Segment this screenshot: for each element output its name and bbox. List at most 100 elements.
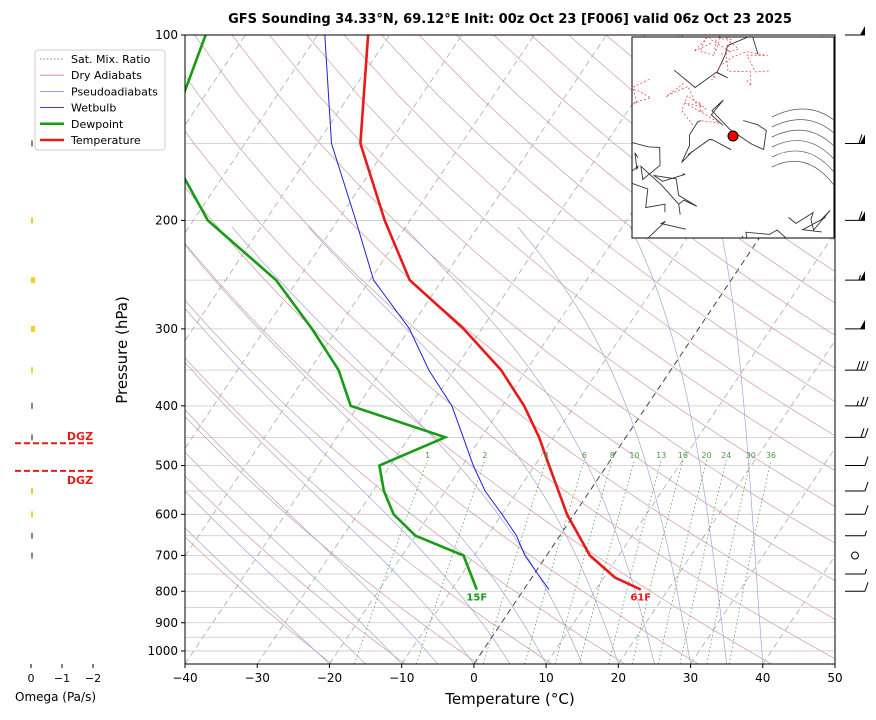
isotherm-line <box>185 35 607 664</box>
barb-pennant <box>860 26 865 35</box>
legend-label: Wetbulb <box>71 102 116 115</box>
y-tick-label: 500 <box>155 459 178 473</box>
wind-barb <box>845 582 869 592</box>
y-tick-label: 400 <box>155 399 178 413</box>
legend: Sat. Mix. Ratio Dry Adiabats Pseudoadiabat… <box>34 49 166 151</box>
surface-dewpoint-label: 15F <box>466 593 487 604</box>
dry-adiabat <box>185 357 552 664</box>
barb-flag <box>864 481 869 492</box>
wind-barb <box>845 211 865 221</box>
barb-flag <box>860 428 865 438</box>
omega-bar <box>31 402 33 409</box>
wind-barb <box>845 428 869 438</box>
omega-bar <box>31 140 33 147</box>
x-axis-label: Temperature (°C) <box>445 690 575 708</box>
barb-flag <box>864 505 869 515</box>
dry-adiabat <box>185 299 626 664</box>
barb-half-flag <box>856 400 859 406</box>
y-tick-label: 1000 <box>147 644 178 658</box>
map-isotherm-line <box>709 37 752 88</box>
mixing-ratio-label: 10 <box>629 451 639 460</box>
omega-bar <box>31 217 33 224</box>
isotherm-line <box>256 35 679 664</box>
omega-bar <box>31 277 35 284</box>
wind-barb <box>845 456 869 467</box>
legend-label: Pseudoadiabats <box>71 85 158 98</box>
barb-half-flag <box>858 274 861 281</box>
mixing-ratio-label: 20 <box>701 451 711 460</box>
legend-box <box>34 49 166 151</box>
wind-barb <box>845 505 869 515</box>
omega-tick-label: −1 <box>54 672 70 685</box>
omega-axis-label: Omega (Pa/s) <box>15 690 97 704</box>
dry-adiabat <box>231 35 835 544</box>
wind-barbs <box>834 26 869 664</box>
map-contour-line <box>771 140 834 160</box>
omega-bar <box>31 434 33 441</box>
dry-adiabat <box>185 74 835 620</box>
x-tick-label: 50 <box>827 671 842 685</box>
dry-adiabat <box>269 35 835 507</box>
pseudoadiabat <box>231 226 583 664</box>
barb-flag <box>864 360 869 371</box>
mixing-ratio-label: 30 <box>746 451 756 460</box>
pseudoadiabat <box>185 244 547 664</box>
mixing-ratio-line <box>728 460 772 664</box>
dgz-label: DGZ <box>67 430 93 443</box>
mixing-ratio-label: 13 <box>656 451 666 460</box>
wind-barb <box>845 319 865 330</box>
wind-barb <box>845 271 865 281</box>
dry-adiabat <box>185 186 772 664</box>
pseudoadiabat <box>517 226 691 664</box>
pseudoadiabat <box>185 451 402 664</box>
chart-title: GFS Sounding 34.33°N, 69.12°E Init: 00z … <box>228 12 792 27</box>
mixing-ratio-label: 8 <box>610 451 615 460</box>
dry-adiabat <box>185 242 699 664</box>
x-tick-label: 40 <box>755 671 770 685</box>
barb-flag <box>860 396 865 406</box>
omega-bar <box>31 552 33 559</box>
map-isotherm-line <box>665 82 720 124</box>
mixing-ratio-label: 4 <box>544 451 549 460</box>
isotherm-line <box>185 35 463 450</box>
pseudoadiabat <box>185 527 330 664</box>
legend-label: Dewpoint <box>71 118 124 131</box>
barb-half-flag <box>864 568 867 575</box>
dry-adiabat <box>456 35 835 336</box>
map-border-line <box>681 120 732 163</box>
series-line-temperature <box>359 35 642 591</box>
barb-half-flag <box>864 530 867 536</box>
map-border-line <box>788 210 831 233</box>
wind-barb <box>845 26 865 36</box>
mixing-ratio-labels: 1 2 4 6 8 10 13 16 20 24 30 36 <box>425 451 776 460</box>
map-border-line <box>647 220 686 238</box>
y-tick-label: 800 <box>155 584 178 598</box>
barb-flag <box>860 360 865 371</box>
barb-flag <box>864 428 869 438</box>
map-border-line <box>741 229 787 238</box>
legend-label: Dry Adiabats <box>71 69 142 82</box>
map-contour-line <box>771 108 834 121</box>
x-tick-label: −10 <box>389 671 414 685</box>
barb-pennant <box>860 319 865 329</box>
omega-bar <box>31 532 33 539</box>
x-tick-label: −30 <box>245 671 270 685</box>
mixing-ratio-label: 24 <box>721 451 731 460</box>
isotherm-line <box>185 35 535 557</box>
mixing-ratio-label: 6 <box>582 451 587 460</box>
barb-pennant <box>860 211 865 221</box>
barb-flag <box>858 211 863 221</box>
barb-pennant <box>860 134 865 144</box>
x-tick-label: 20 <box>611 671 626 685</box>
map-border-line <box>673 37 759 89</box>
isotherm-line <box>834 663 835 664</box>
dgz-label: DGZ <box>67 474 93 487</box>
pseudoadiabat <box>403 226 655 664</box>
map-border-line <box>632 152 666 213</box>
omega-bar <box>31 488 33 495</box>
wind-barb <box>845 568 867 575</box>
dry-adiabat <box>185 475 406 664</box>
wind-barb <box>851 551 859 560</box>
series-line-wetbulb <box>324 35 550 590</box>
